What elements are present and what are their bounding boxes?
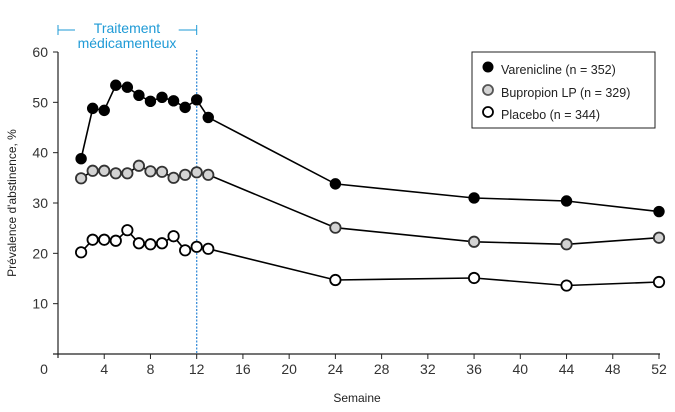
data-point	[467, 271, 481, 285]
data-point	[329, 273, 342, 287]
x-tick-label: 32	[420, 361, 436, 377]
series-line	[80, 229, 660, 287]
data-point	[156, 91, 168, 104]
data-point	[329, 178, 342, 190]
series-line	[80, 84, 660, 213]
x-tick-label: 4	[100, 361, 108, 377]
series-1	[75, 159, 666, 251]
data-point	[560, 279, 573, 292]
data-point	[121, 167, 134, 180]
legend-marker-2	[482, 106, 494, 118]
y-tick-label: 20	[32, 245, 48, 261]
data-point	[98, 104, 110, 117]
x-tick-label: 12	[189, 361, 205, 377]
y-tick-label: 60	[32, 44, 48, 60]
data-point	[467, 235, 481, 248]
data-point	[560, 195, 573, 207]
data-point	[190, 166, 203, 179]
data-point	[98, 233, 111, 246]
y-tick-label: 50	[32, 94, 48, 110]
data-point	[75, 246, 88, 259]
data-point	[202, 168, 215, 181]
x-tick-label: 44	[559, 361, 575, 377]
data-point	[86, 233, 99, 246]
data-point	[167, 171, 180, 184]
x-tick-label: 40	[513, 361, 529, 377]
series-layer	[75, 79, 666, 292]
x-tick-label: 8	[147, 361, 155, 377]
data-point	[75, 153, 87, 165]
data-point	[560, 238, 573, 251]
data-point	[329, 221, 342, 234]
legend-label-bupropion: Bupropion LP (n = 329)	[501, 86, 630, 100]
data-point	[179, 101, 191, 114]
legend-label-placebo: Placebo (n = 344)	[501, 108, 600, 122]
data-point	[167, 95, 180, 107]
x-tick-label: 20	[281, 361, 297, 377]
x-axis-title: Semaine	[333, 391, 381, 405]
data-point	[86, 164, 99, 177]
x-tick-label: 28	[374, 361, 390, 377]
data-point	[190, 240, 203, 253]
data-point	[190, 94, 203, 106]
data-point	[132, 237, 146, 250]
x-tick-label: 48	[605, 361, 621, 377]
data-point	[179, 244, 192, 257]
y-tick-label: 30	[32, 195, 48, 211]
y-axis-title: Prévalence d'abstinence, %	[5, 129, 19, 277]
data-point	[109, 167, 122, 180]
data-point	[653, 205, 665, 218]
data-point	[468, 192, 480, 204]
data-point	[121, 224, 134, 237]
legend-label-varenicline: Varenicline (n = 352)	[501, 63, 616, 77]
y-tick-label: 10	[32, 296, 48, 312]
x-tick-label: 24	[328, 361, 344, 377]
annotation-label-line1: Traitement	[94, 20, 161, 36]
data-point	[155, 165, 169, 178]
data-point	[179, 168, 192, 181]
y-tick-label: 40	[32, 145, 48, 161]
data-point	[652, 231, 666, 244]
x-tick-label: 36	[466, 361, 482, 377]
data-point	[202, 111, 214, 124]
data-point	[75, 172, 88, 185]
data-point	[167, 230, 180, 243]
data-point	[144, 238, 157, 251]
data-point	[155, 237, 169, 250]
data-point	[109, 234, 122, 247]
data-point	[110, 79, 122, 91]
data-point	[144, 165, 157, 178]
data-point	[86, 102, 99, 115]
x-tick-label: 52	[651, 361, 667, 377]
treatment-annotation: Traitement médicamenteux	[57, 20, 198, 354]
data-point	[144, 95, 157, 108]
x-tick-label: 16	[235, 361, 251, 377]
data-point	[202, 242, 215, 255]
series-0	[75, 79, 665, 218]
data-point	[133, 89, 145, 101]
legend-marker-0	[482, 61, 494, 73]
annotation-label-line2: médicamenteux	[78, 35, 177, 51]
legend: Varenicline (n = 352) Bupropion LP (n = …	[471, 51, 656, 129]
data-point	[132, 159, 146, 172]
series-2	[75, 224, 666, 292]
data-point	[652, 275, 666, 289]
x-tick-label: 0	[40, 361, 48, 377]
legend-marker-1	[482, 84, 494, 96]
legend-box	[471, 51, 656, 129]
data-point	[98, 164, 111, 177]
data-point	[121, 81, 134, 93]
